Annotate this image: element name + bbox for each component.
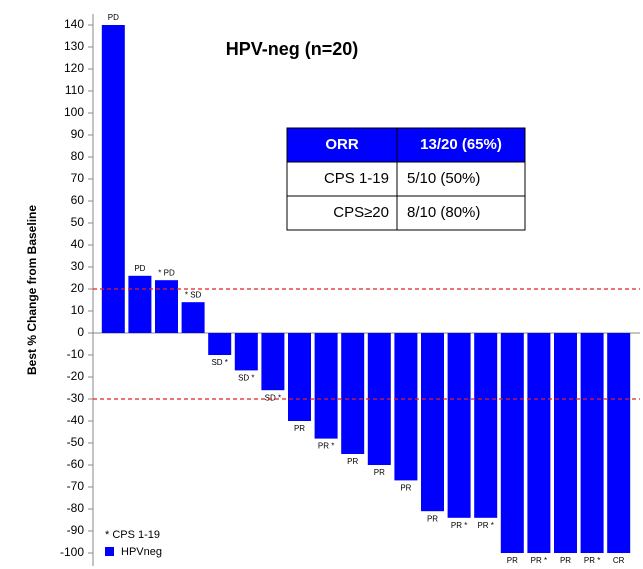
bar-label: PR * [477,521,493,530]
bar [554,333,577,553]
bar-label: PR [294,424,305,433]
y-tick-label: 70 [71,171,85,185]
bar-label: PR * [584,556,600,565]
bar-label: PR [507,556,518,565]
y-tick-label: 110 [65,83,84,97]
y-tick-label: -50 [67,435,85,449]
legend-label: HPVneg [121,546,162,558]
bar [261,333,285,391]
table-cell: CPS≥20 [333,204,389,221]
bar [607,333,631,553]
table-header-cell: ORR [325,136,359,153]
y-tick-label: -100 [60,545,84,559]
bar-label: PR * [318,442,334,451]
y-tick-label: -10 [67,347,85,361]
bar-label: * PD [158,268,175,277]
y-tick-label: -60 [67,457,85,471]
bar [208,333,232,355]
bar-label: SD * [211,358,227,367]
bar-label: SD * [238,374,254,383]
y-tick-label: 30 [71,259,85,273]
bar [500,333,524,553]
bar-label: * SD [185,290,202,299]
y-tick-label: 130 [64,39,84,53]
bar-label: PR [400,484,411,493]
y-tick-label: -20 [67,369,85,383]
bar [288,333,311,421]
bar-label: PD [134,264,145,273]
y-tick-label: -40 [67,413,85,427]
bar-label: PD [108,13,119,22]
bar-label: PR * [451,521,467,530]
y-tick-label: -70 [67,479,85,493]
bar-label: PR [374,468,385,477]
table-header-bg [287,128,525,162]
bar-label: PR [427,514,438,523]
bar-label: PR [560,556,571,565]
bar-label: PR * [531,556,547,565]
y-tick-label: 80 [71,149,85,163]
bar [367,333,391,465]
y-tick-label: 20 [71,281,85,295]
table-cell: 8/10 (80%) [407,204,480,221]
y-tick-label: 60 [71,193,85,207]
bar [128,275,152,333]
chart-title: HPV-neg (n=20) [226,39,359,59]
bar-label: PR [347,457,358,466]
bar-label: SD * [265,393,281,402]
bar [234,333,258,371]
y-tick-label: 0 [77,325,84,339]
y-tick-label: 90 [71,127,85,141]
y-tick-label: -80 [67,501,85,515]
y-tick-label: 50 [71,215,85,229]
y-axis-label: Best % Change from Baseline [25,205,39,375]
y-tick-label: -30 [67,391,85,405]
y-tick-label: 140 [64,17,84,31]
y-tick-label: 120 [64,61,84,75]
table-border [286,127,526,231]
bar [101,25,125,333]
y-tick-label: 100 [64,105,84,119]
bar [421,333,444,512]
bar [314,333,338,439]
y-tick-label: 40 [71,237,85,251]
bar [474,333,498,518]
bar [447,333,471,518]
legend-swatch [105,547,114,556]
table-header-cell: 13/20 (65%) [420,136,502,153]
bar [181,302,205,333]
bar-label: CR [613,556,625,565]
table-cell: 5/10 (50%) [407,170,480,187]
bar [527,333,551,553]
bar [394,333,418,481]
bar [580,333,604,553]
table-cell: CPS 1-19 [324,170,389,187]
bar [155,280,178,333]
y-tick-label: 10 [71,303,85,317]
legend-note: * CPS 1-19 [105,529,160,541]
bar [341,333,365,454]
y-tick-label: -90 [67,523,85,537]
